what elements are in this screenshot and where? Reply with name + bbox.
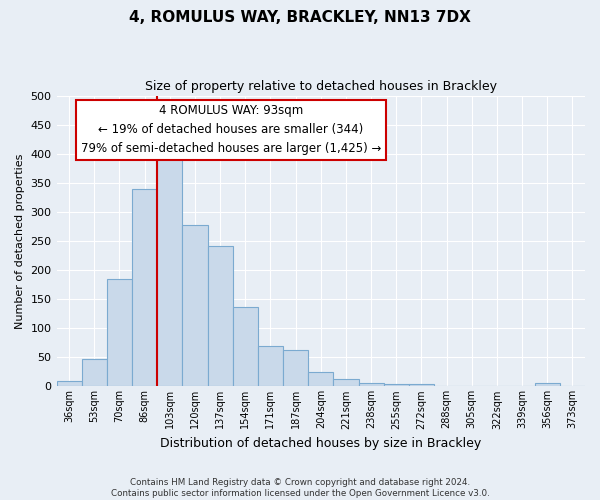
Bar <box>208 246 233 386</box>
Bar <box>182 226 208 386</box>
Bar <box>132 188 157 386</box>
Bar <box>107 279 132 386</box>
Bar <box>308 372 334 386</box>
Bar <box>409 384 434 386</box>
Text: Contains HM Land Registry data © Crown copyright and database right 2024.
Contai: Contains HM Land Registry data © Crown c… <box>110 478 490 498</box>
X-axis label: Distribution of detached houses by size in Brackley: Distribution of detached houses by size … <box>160 437 481 450</box>
Bar <box>383 384 409 386</box>
Text: 4, ROMULUS WAY, BRACKLEY, NN13 7DX: 4, ROMULUS WAY, BRACKLEY, NN13 7DX <box>129 10 471 25</box>
Bar <box>233 306 258 386</box>
Bar <box>334 379 359 386</box>
Text: 4 ROMULUS WAY: 93sqm
← 19% of detached houses are smaller (344)
79% of semi-deta: 4 ROMULUS WAY: 93sqm ← 19% of detached h… <box>81 104 381 156</box>
Bar <box>157 156 182 386</box>
Bar <box>258 346 283 387</box>
Bar <box>359 384 383 386</box>
Bar <box>535 384 560 386</box>
Bar <box>82 359 107 386</box>
Title: Size of property relative to detached houses in Brackley: Size of property relative to detached ho… <box>145 80 497 93</box>
Y-axis label: Number of detached properties: Number of detached properties <box>15 154 25 328</box>
Bar <box>56 380 82 386</box>
Bar <box>283 350 308 386</box>
